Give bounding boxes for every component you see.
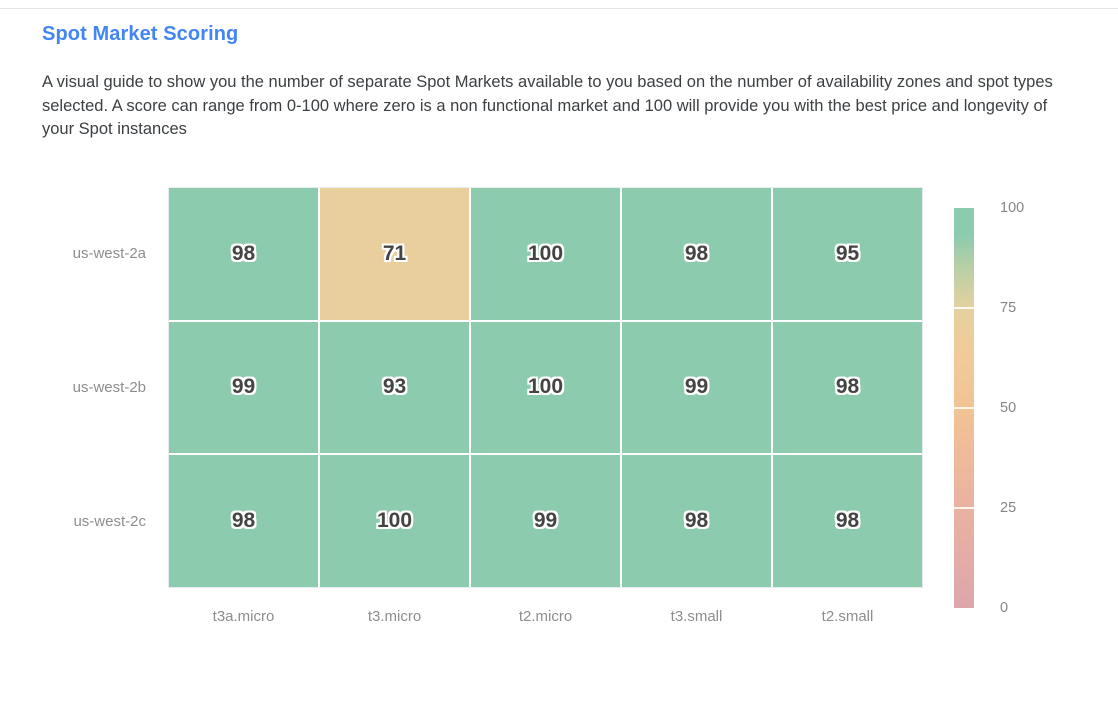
page-title: Spot Market Scoring xyxy=(42,23,239,45)
row-label-us-west-2a: us-west-2a xyxy=(72,245,146,263)
top-divider xyxy=(0,8,1118,9)
legend-gradient-bar xyxy=(954,208,974,608)
heatmap-cell-us-west-2c-t3a.micro[interactable]: 98 xyxy=(169,455,318,587)
row-label-us-west-2c: us-west-2c xyxy=(73,512,146,530)
cell-value: 99 xyxy=(533,509,558,533)
heatmap-cell-us-west-2b-t3.micro[interactable]: 93 xyxy=(320,321,469,454)
cell-value: 98 xyxy=(835,375,860,399)
legend-tick-line xyxy=(954,507,974,509)
cell-value: 100 xyxy=(527,375,564,399)
column-label-t3.micro: t3.micro xyxy=(367,607,422,625)
heatmap-grid: 98 71 100 98 95 99 93 100 99 98 98 100 99 98 98 xyxy=(168,187,923,588)
cell-value: 71 xyxy=(382,241,407,265)
legend-tick-labels: 100 75 50 25 0 xyxy=(1000,200,1040,616)
cell-value: 98 xyxy=(684,241,709,265)
cell-value: 99 xyxy=(684,375,709,399)
cell-value: 99 xyxy=(231,375,256,399)
cell-value: 93 xyxy=(382,375,407,399)
page-description: A visual guide to show you the number of… xyxy=(42,73,1053,138)
cell-value: 98 xyxy=(231,241,256,265)
heatmap-cell-us-west-2a-t3a.micro[interactable]: 98 xyxy=(169,188,318,320)
cell-value: 95 xyxy=(835,241,860,265)
heatmap-cell-us-west-2b-t2.small[interactable]: 98 xyxy=(773,321,922,454)
heatmap-cell-us-west-2a-t3.micro[interactable]: 71 xyxy=(320,188,469,320)
column-label-t3a.micro: t3a.micro xyxy=(212,607,275,625)
heatmap-cell-us-west-2b-t3a.micro[interactable]: 99 xyxy=(169,321,318,454)
heatmap-cell-us-west-2c-t2.micro[interactable]: 99 xyxy=(471,455,620,587)
heatmap-cell-us-west-2c-t3.small[interactable]: 98 xyxy=(622,455,771,587)
column-label-t3.small: t3.small xyxy=(670,607,723,625)
cell-value: 98 xyxy=(684,509,709,533)
legend-tick-label-0: 0 xyxy=(1000,600,1009,616)
heatmap-cell-us-west-2b-t3.small[interactable]: 99 xyxy=(622,321,771,454)
heatmap-cell-us-west-2c-t2.small[interactable]: 98 xyxy=(773,455,922,587)
cell-value: 98 xyxy=(835,509,860,533)
legend-tick-label-75: 75 xyxy=(1000,300,1017,316)
heatmap-cell-us-west-2b-t2.micro[interactable]: 100 xyxy=(471,321,620,454)
legend-tick-label-50: 50 xyxy=(1000,400,1017,416)
cell-value: 100 xyxy=(376,509,413,533)
heatmap-cell-us-west-2a-t3.small[interactable]: 98 xyxy=(622,188,771,320)
cell-value: 98 xyxy=(231,509,256,533)
legend-tick-label-25: 25 xyxy=(1000,500,1017,516)
heatmap-cell-us-west-2a-t2.micro[interactable]: 100 xyxy=(471,188,620,320)
heatmap-cell-us-west-2a-t2.small[interactable]: 95 xyxy=(773,188,922,320)
heatmap-row-labels: us-west-2a us-west-2b us-west-2c xyxy=(30,187,146,588)
column-label-t2.micro: t2.micro xyxy=(518,607,573,625)
column-label-t2.small: t2.small xyxy=(821,607,874,625)
row-label-us-west-2b: us-west-2b xyxy=(72,379,146,396)
legend-tick-line xyxy=(954,407,974,409)
heatmap-column-labels: t3a.micro t3.micro t2.micro t3.small t2.smal… xyxy=(168,602,923,630)
legend-tick-label-100: 100 xyxy=(1000,200,1025,216)
cell-value: 100 xyxy=(527,241,564,265)
heatmap-cell-us-west-2c-t3.micro[interactable]: 100 xyxy=(320,455,469,587)
legend-tick-line xyxy=(954,307,974,309)
